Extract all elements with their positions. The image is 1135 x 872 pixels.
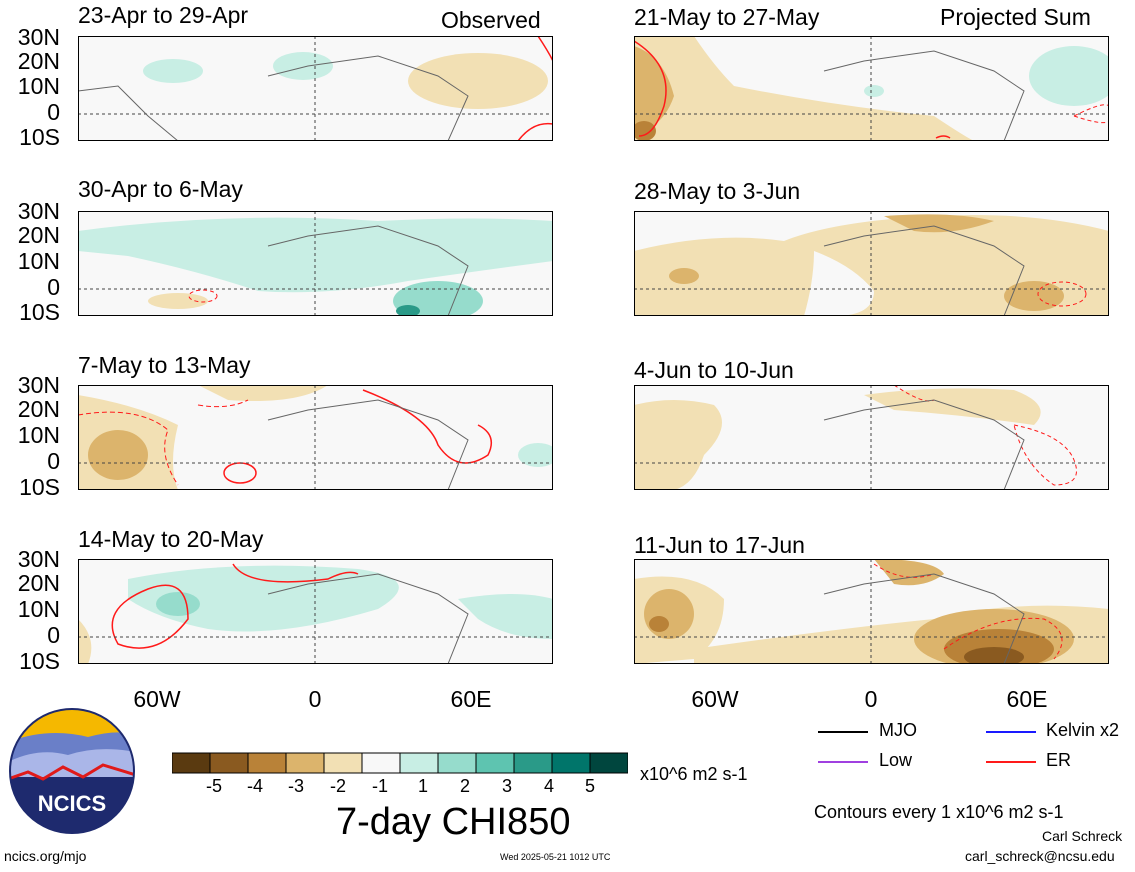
colorbar-tick: 2 bbox=[459, 776, 470, 796]
colorbar-cell bbox=[475, 752, 515, 774]
panel-title: 14-May to 20-May bbox=[78, 526, 264, 552]
colorbar-cell bbox=[399, 752, 439, 774]
colorbar bbox=[172, 752, 628, 774]
lat-label: 10S bbox=[19, 299, 60, 325]
panel-title: 28-May to 3-Jun bbox=[634, 178, 801, 204]
legend-swatch-low bbox=[818, 761, 868, 763]
lat-label: 20N bbox=[17, 396, 60, 422]
colorbar-tick: -2 bbox=[329, 776, 346, 796]
anomaly-map bbox=[78, 211, 553, 316]
anomaly-map bbox=[78, 559, 553, 664]
lat-label: 10S bbox=[19, 124, 60, 150]
colorbar-cell bbox=[589, 752, 628, 774]
lat-label: 30N bbox=[17, 198, 60, 224]
colorbar-cell bbox=[551, 752, 591, 774]
lat-label: 10N bbox=[17, 596, 60, 622]
lat-label: 10S bbox=[19, 474, 60, 500]
lat-label: 30N bbox=[17, 546, 60, 572]
panel-title: 7-May to 13-May bbox=[78, 352, 251, 378]
lat-label: 0 bbox=[47, 99, 60, 125]
lat-label: 10N bbox=[17, 422, 60, 448]
lat-label: 20N bbox=[17, 48, 60, 74]
colorbar-cell bbox=[247, 752, 287, 774]
lat-label: 20N bbox=[17, 570, 60, 596]
anomaly-map bbox=[634, 211, 1109, 316]
colorbar-tick: -4 bbox=[246, 776, 263, 796]
contour-note: Contours every 1 x10^6 m2 s-1 bbox=[814, 802, 1064, 822]
legend-swatch-mjo bbox=[818, 731, 868, 733]
colorbar-tick: -5 bbox=[205, 776, 222, 796]
colorbar-cell bbox=[323, 752, 363, 774]
anomaly-map bbox=[634, 385, 1109, 490]
colorbar-cell bbox=[361, 752, 401, 774]
legend-swatch-er bbox=[986, 761, 1036, 763]
lon-label: 0 bbox=[864, 686, 878, 712]
lat-label: 10N bbox=[17, 248, 60, 274]
footer-timestamp: Wed 2025-05-21 1012 UTC bbox=[500, 852, 611, 862]
legend-label: Low bbox=[879, 750, 913, 770]
projected-label: Projected Sum bbox=[940, 4, 1091, 30]
panel-title: 30-Apr to 6-May bbox=[78, 176, 243, 202]
colorbar-tick: 5 bbox=[584, 776, 595, 796]
colorbar-tick: 4 bbox=[543, 776, 554, 796]
colorbar-cell bbox=[172, 752, 211, 774]
colorbar-cell bbox=[437, 752, 477, 774]
panel-title: 23-Apr to 29-Apr bbox=[78, 2, 249, 28]
legend-label: ER bbox=[1046, 750, 1072, 770]
panel-title: 11-Jun to 17-Jun bbox=[634, 532, 805, 558]
lat-label: 30N bbox=[17, 372, 60, 398]
colorbar-tick: -3 bbox=[287, 776, 304, 796]
lon-label: 0 bbox=[308, 686, 322, 712]
ncics-logo: NCICS bbox=[9, 708, 135, 834]
lon-label: 60W bbox=[691, 686, 739, 712]
legend-swatch-kelvin bbox=[986, 731, 1036, 733]
lon-label: 60E bbox=[1006, 686, 1048, 712]
panel-title: 21-May to 27-May bbox=[634, 4, 820, 30]
footer-author: Carl Schreck bbox=[1042, 828, 1123, 844]
panel-title: 4-Jun to 10-Jun bbox=[634, 357, 794, 383]
anomaly-map bbox=[634, 36, 1109, 141]
colorbar-units: x10^6 m2 s-1 bbox=[640, 764, 748, 784]
colorbar-tick: -1 bbox=[371, 776, 388, 796]
anomaly-map bbox=[78, 36, 553, 141]
lat-label: 0 bbox=[47, 274, 60, 300]
observed-label: Observed bbox=[441, 7, 541, 33]
colorbar-tick: 3 bbox=[501, 776, 512, 796]
colorbar-cell bbox=[209, 752, 249, 774]
lat-label: 0 bbox=[47, 622, 60, 648]
lat-label: 10N bbox=[17, 73, 60, 99]
chart-title: 7-day CHI850 bbox=[336, 801, 571, 843]
footer-url[interactable]: ncics.org/mjo bbox=[4, 848, 87, 864]
colorbar-cell bbox=[285, 752, 325, 774]
anomaly-map bbox=[634, 559, 1109, 664]
lon-label: 60E bbox=[450, 686, 492, 712]
logo-text: NCICS bbox=[38, 791, 106, 816]
lon-label: 60W bbox=[133, 686, 181, 712]
lat-label: 0 bbox=[47, 448, 60, 474]
colorbar-cell bbox=[513, 752, 553, 774]
footer-email[interactable]: carl_schreck@ncsu.edu bbox=[965, 848, 1115, 864]
anomaly-map bbox=[78, 385, 553, 490]
legend-label: Kelvin x2 bbox=[1046, 720, 1120, 740]
legend-label: MJO bbox=[879, 720, 917, 740]
lat-label: 30N bbox=[17, 24, 60, 50]
lat-label: 10S bbox=[19, 648, 60, 674]
lat-label: 20N bbox=[17, 222, 60, 248]
colorbar-tick: 1 bbox=[417, 776, 428, 796]
